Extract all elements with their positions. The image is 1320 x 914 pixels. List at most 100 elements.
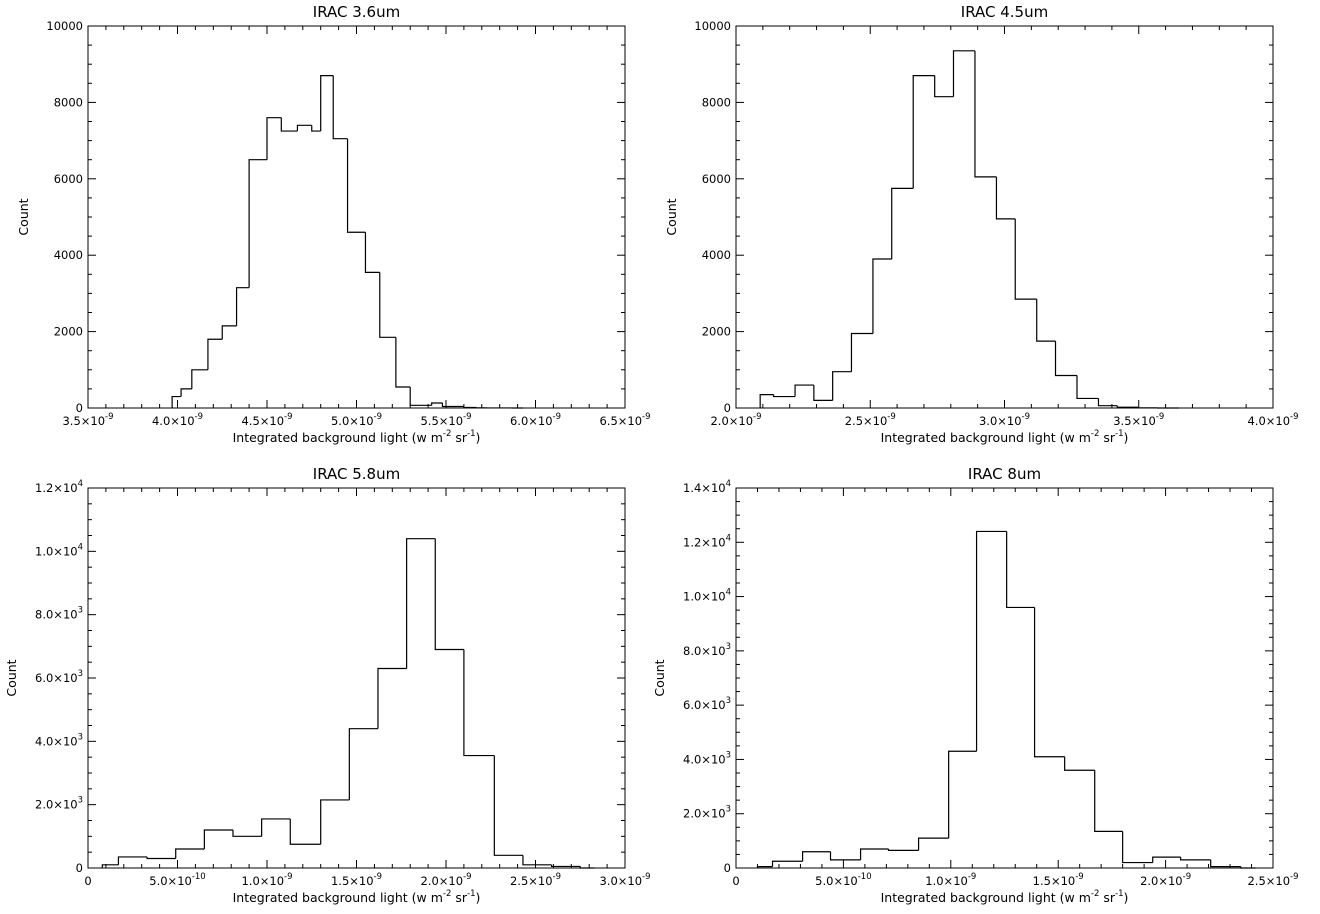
y-tick-label: 4.0×103: [683, 750, 731, 766]
histogram-bin: [759, 394, 774, 408]
y-tick-label-mantissa: 6000: [702, 172, 731, 186]
histogram-bin: [320, 75, 334, 132]
x-tick-label-mantissa: 3.5×10: [62, 414, 105, 428]
y-tick-label-mantissa: 4.0×10: [35, 734, 78, 748]
histogram-bin: [934, 75, 954, 98]
x-tick-label-mantissa: 6.0×10: [510, 414, 553, 428]
x-tick-label-mantissa: 5.0×10: [815, 874, 858, 888]
y-tick-label-exponent: 3: [726, 805, 731, 815]
histogram-bin: [207, 338, 223, 370]
histogram-bin: [171, 395, 182, 408]
x-tick-label-exponent: -10: [192, 872, 206, 882]
y-tick-label-exponent: 4: [78, 542, 83, 552]
x-tick-label-exponent: -9: [642, 872, 650, 882]
x-tick-label: 0: [732, 874, 739, 888]
x-axis-label-part: -1: [1115, 889, 1123, 899]
y-tick-label-exponent: 3: [78, 606, 83, 616]
y-tick-label: 0: [76, 861, 83, 875]
y-tick-label-mantissa: 2000: [54, 325, 83, 339]
histogram-bin: [261, 818, 291, 837]
plot-frame: [735, 25, 1274, 409]
y-tick-label: 8000: [702, 95, 731, 109]
histogram-bin: [995, 176, 1016, 220]
x-tick-label: 3.5×10-9: [62, 412, 113, 428]
chart-title: IRAC 4.5um: [961, 3, 1048, 21]
x-tick-label: 2.0×10-9: [710, 412, 761, 428]
histogram-bin: [887, 849, 919, 851]
histogram-bin: [232, 830, 262, 837]
x-axis-label-part: sr: [1099, 890, 1115, 905]
x-tick-label: 2.5×10-9: [845, 412, 896, 428]
y-tick-label-mantissa: 8000: [702, 95, 731, 109]
y-tick-label-mantissa: 8.0×10: [35, 608, 78, 622]
histogram-bin: [794, 384, 814, 397]
x-tick-label-exponent: -9: [1075, 872, 1083, 882]
x-tick-label: 0: [84, 874, 91, 888]
histogram-bin: [1210, 859, 1241, 868]
y-tick-label: 4000: [54, 248, 83, 262]
y-tick-label-mantissa: 1.2×10: [35, 481, 78, 495]
histogram-bin: [891, 187, 914, 260]
histogram-bin: [1122, 831, 1153, 864]
x-tick-label: 3.0×10-9: [979, 412, 1030, 428]
y-tick-label: 8000: [54, 95, 83, 109]
histogram-bin: [850, 332, 873, 372]
histogram-bin: [221, 325, 237, 340]
y-tick-label: 4.0×103: [35, 732, 83, 748]
histogram-bin: [974, 50, 997, 178]
x-axis-label-part: sr: [1099, 430, 1115, 445]
histogram-bin: [1152, 856, 1181, 863]
y-tick-label: 2.0×103: [683, 805, 731, 821]
x-tick-label: 2.0×10-9: [420, 872, 471, 888]
y-tick-label-mantissa: 1.4×10: [683, 481, 726, 495]
y-axis-label: Count: [664, 198, 679, 235]
y-axis-label: Count: [4, 659, 19, 696]
histogram-bin: [146, 856, 176, 860]
x-tick-label-mantissa: 2.5×10: [845, 414, 888, 428]
x-tick-label-mantissa: 2.5×10: [1247, 874, 1290, 888]
histogram-bin: [377, 667, 407, 729]
histogram-bin: [912, 75, 935, 189]
histogram-bin: [1036, 299, 1056, 342]
histogram-bin: [175, 848, 205, 859]
y-axis-label: Count: [16, 198, 31, 235]
histogram-bin: [1076, 375, 1099, 400]
x-tick-label-exponent: -9: [374, 872, 382, 882]
x-axis-label: Integrated background light (w m-2 sr-1): [233, 889, 481, 905]
x-tick-label-exponent: -9: [463, 872, 471, 882]
x-tick-label: 2.5×10-9: [1247, 872, 1298, 888]
y-tick-label: 2000: [54, 325, 83, 339]
histogram: [101, 538, 595, 869]
histogram-bin: [772, 394, 796, 398]
y-tick-label-mantissa: 6.0×10: [35, 671, 78, 685]
histogram-bin: [266, 117, 282, 160]
histogram-bin: [248, 159, 267, 288]
x-axis-label-part: -1: [467, 429, 475, 439]
y-tick-label-exponent: 3: [78, 796, 83, 806]
y-tick-label-mantissa: 0: [724, 861, 731, 875]
y-tick-label-mantissa: 2.0×10: [35, 798, 78, 812]
histogram-bin: [117, 856, 148, 865]
y-tick-label: 1.0×104: [683, 588, 731, 604]
x-tick-label-exponent: -9: [642, 412, 650, 422]
y-tick-label: 0: [76, 401, 83, 415]
y-tick-label: 1.2×104: [683, 533, 731, 549]
chart-panel: IRAC 4.5um 2.0×10-9 2.5×10-9 3.0×10-9 3.5×10…: [664, 3, 1299, 445]
y-tick-label-mantissa: 10000: [46, 19, 83, 33]
x-tick-label-exponent: -9: [553, 872, 561, 882]
histogram-bin: [289, 818, 321, 845]
x-tick-label: 1.5×10-9: [1033, 872, 1084, 888]
histogram-bin: [463, 649, 495, 757]
x-tick-label: 6.5×10-9: [599, 412, 650, 428]
x-tick-label: 3.5×10-9: [1113, 412, 1164, 428]
y-tick-label-mantissa: 1.0×10: [683, 590, 726, 604]
histogram-bin: [859, 848, 889, 860]
y-tick-label-mantissa: 4000: [54, 248, 83, 262]
histogram-bin: [180, 388, 192, 397]
x-tick-label-exponent: -9: [195, 412, 203, 422]
histogram-bin: [395, 337, 411, 388]
histogram-bin: [579, 866, 595, 869]
x-tick-label: 4.5×10-9: [241, 412, 292, 428]
x-tick-label-mantissa: 5.0×10: [331, 414, 374, 428]
